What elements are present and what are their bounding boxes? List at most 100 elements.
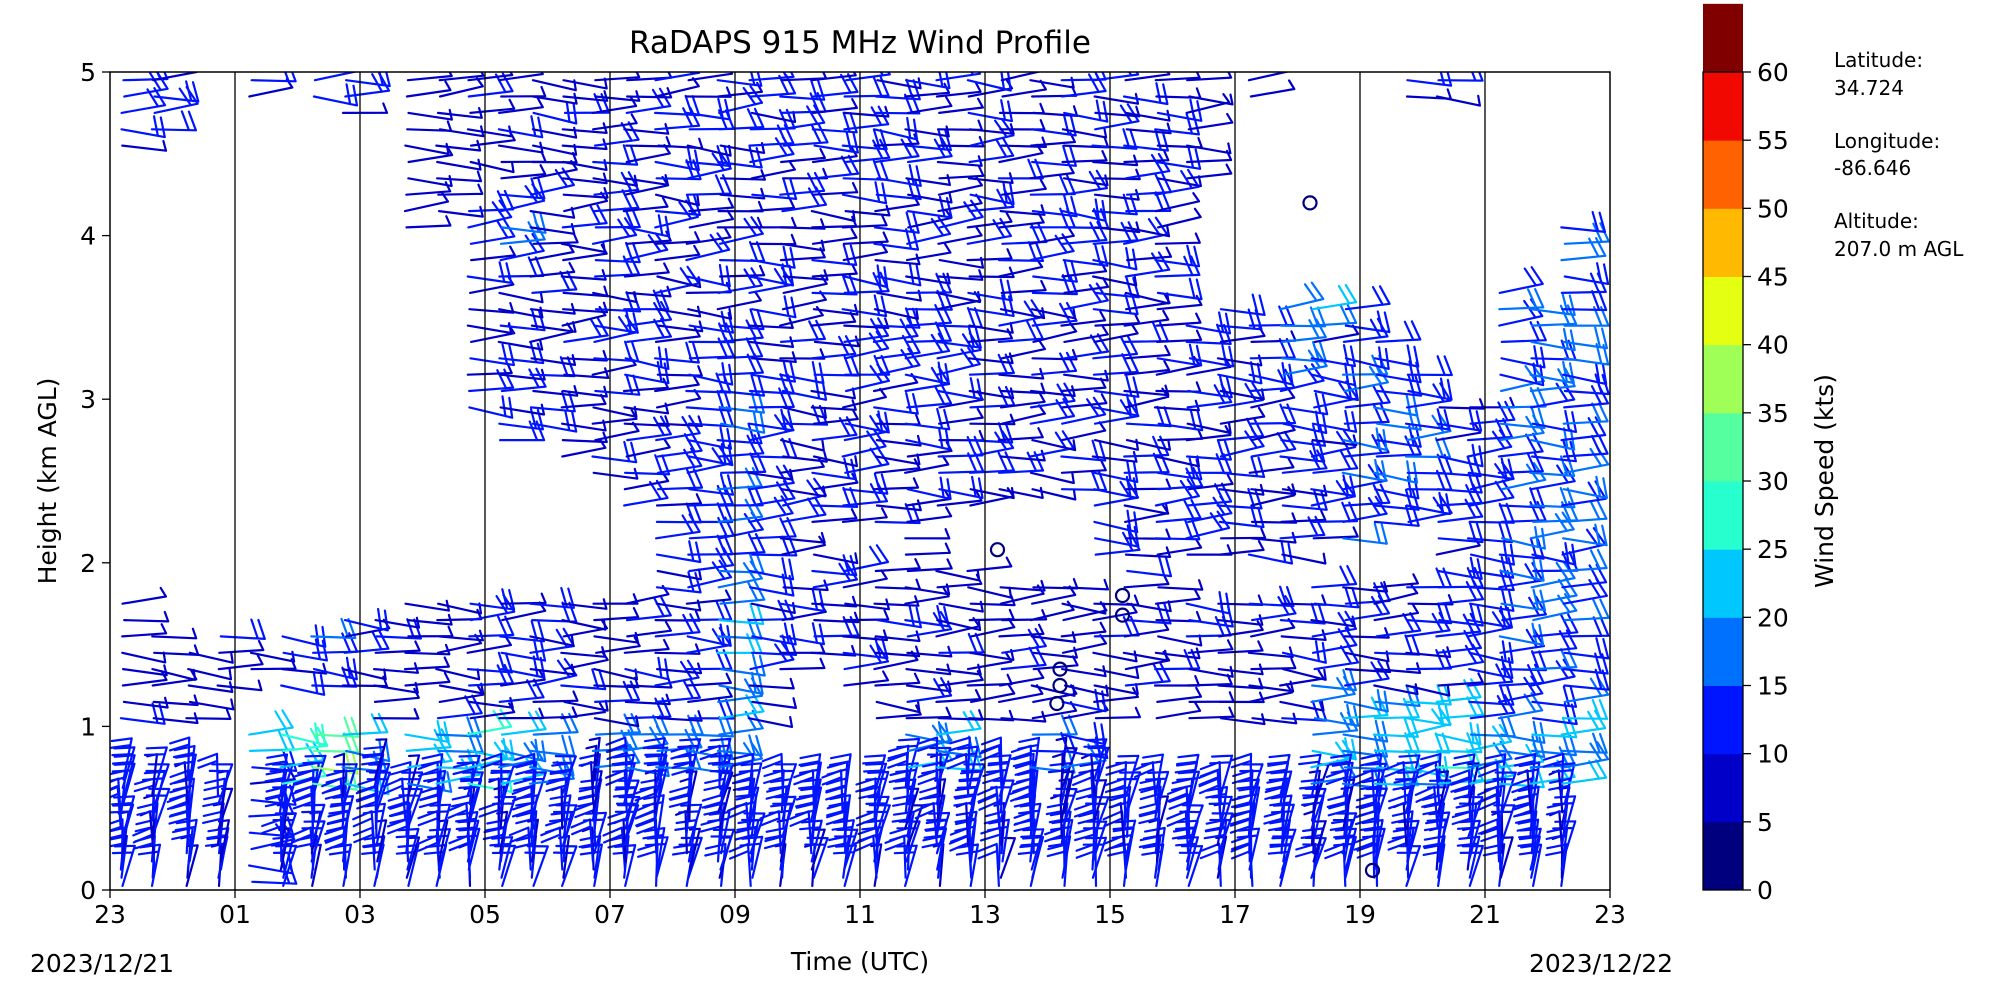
wind-barb bbox=[1342, 427, 1388, 451]
wind-barb bbox=[654, 244, 701, 262]
wind-barb bbox=[1219, 406, 1266, 425]
wind-barb bbox=[1467, 605, 1513, 629]
wind-barb bbox=[1500, 588, 1547, 612]
wind-barb bbox=[1029, 226, 1075, 245]
wind-barb bbox=[949, 736, 971, 781]
wind-barb bbox=[420, 753, 444, 797]
wind-barb bbox=[637, 842, 659, 887]
wind-barb bbox=[812, 561, 858, 589]
wind-barb bbox=[1124, 360, 1171, 376]
wind-barb bbox=[1188, 706, 1235, 720]
wind-barb bbox=[407, 754, 421, 797]
wind-barb bbox=[1563, 262, 1610, 285]
colorbar-tick-label: 0 bbox=[1757, 876, 1773, 905]
wind-barb bbox=[1437, 672, 1484, 687]
wind-barb bbox=[625, 285, 672, 298]
wind-barb bbox=[467, 72, 514, 82]
wind-barb bbox=[1247, 541, 1294, 565]
wind-barb bbox=[500, 164, 547, 180]
wind-barb bbox=[873, 392, 919, 415]
wind-barb bbox=[1155, 192, 1201, 213]
wind-barb bbox=[968, 387, 1015, 400]
wind-barbs bbox=[110, 72, 1610, 887]
colorbar-segment bbox=[1703, 276, 1743, 346]
wind-barb bbox=[1188, 665, 1234, 678]
wind-barb bbox=[844, 410, 890, 434]
wind-barb bbox=[1312, 449, 1359, 474]
wind-barb bbox=[592, 113, 638, 131]
wind-barb bbox=[1155, 499, 1202, 523]
wind-barb bbox=[466, 362, 513, 376]
colorbar-tick-label: 15 bbox=[1757, 672, 1789, 701]
wind-barb bbox=[498, 678, 545, 703]
wind-barb bbox=[1219, 428, 1265, 458]
wind-barb bbox=[1466, 417, 1513, 442]
wind-barb bbox=[1532, 702, 1578, 726]
wind-barb bbox=[1561, 759, 1608, 785]
wind-barb bbox=[497, 338, 544, 351]
wind-barb bbox=[623, 174, 669, 186]
wind-barb bbox=[153, 644, 200, 656]
calm-marker bbox=[1052, 661, 1068, 677]
x-tick-label: 07 bbox=[594, 900, 626, 929]
wind-barb bbox=[172, 745, 196, 789]
wind-barb bbox=[436, 158, 482, 171]
wind-barb bbox=[1498, 288, 1545, 311]
wind-barb bbox=[1153, 399, 1200, 412]
wind-barb bbox=[655, 571, 702, 594]
wind-barb bbox=[655, 493, 703, 507]
wind-barb bbox=[716, 72, 763, 87]
wind-barb bbox=[498, 256, 545, 278]
wind-barb bbox=[1060, 72, 1107, 98]
wind-barb bbox=[1122, 649, 1169, 662]
wind-barb bbox=[812, 182, 859, 196]
wind-barb bbox=[1060, 310, 1107, 327]
wind-barb bbox=[685, 589, 732, 605]
calm-marker bbox=[1049, 695, 1065, 712]
wind-barb bbox=[625, 596, 672, 622]
wind-barb bbox=[1032, 655, 1079, 671]
wind-barb bbox=[1251, 595, 1297, 622]
wind-barb bbox=[874, 334, 921, 360]
wind-barb bbox=[499, 177, 546, 200]
wind-barb bbox=[1061, 747, 1078, 789]
wind-barb bbox=[1029, 471, 1075, 485]
wind-barb bbox=[1343, 627, 1390, 639]
wind-barb bbox=[937, 225, 983, 245]
wind-barb bbox=[935, 569, 981, 582]
wind-barb bbox=[685, 97, 731, 121]
wind-barb bbox=[966, 248, 1013, 262]
wind-barb bbox=[1562, 475, 1608, 499]
colorbar-tick-label: 60 bbox=[1757, 58, 1789, 87]
wind-barb bbox=[780, 439, 825, 452]
wind-barb bbox=[1312, 526, 1359, 540]
wind-barb bbox=[593, 607, 640, 622]
wind-barb bbox=[529, 634, 575, 647]
wind-barb bbox=[844, 204, 891, 217]
wind-barb bbox=[904, 361, 950, 385]
wind-barb bbox=[623, 262, 670, 278]
wind-barb bbox=[1199, 842, 1222, 887]
wind-barb bbox=[812, 455, 858, 468]
colorbar-segment bbox=[1703, 208, 1743, 277]
wind-barb bbox=[779, 305, 824, 327]
wind-barb bbox=[1308, 769, 1321, 814]
wind-barb bbox=[374, 616, 421, 629]
wind-barb bbox=[876, 164, 922, 187]
wind-barb bbox=[593, 311, 639, 334]
colorbar-segment bbox=[1703, 140, 1743, 209]
wind-barb bbox=[1343, 689, 1389, 713]
wind-barb bbox=[936, 326, 982, 349]
wind-barb bbox=[1373, 683, 1419, 696]
wind-barb bbox=[1122, 82, 1169, 106]
wind-barb bbox=[1000, 72, 1043, 82]
wind-barb bbox=[1217, 361, 1263, 385]
wind-barb bbox=[1406, 602, 1453, 625]
wind-barb bbox=[875, 700, 921, 714]
wind-barb bbox=[720, 410, 766, 434]
wind-barb bbox=[655, 388, 702, 409]
wind-barb bbox=[1061, 393, 1108, 409]
wind-barb bbox=[1124, 344, 1171, 360]
wind-barb bbox=[1498, 298, 1544, 327]
wind-barb bbox=[150, 110, 197, 132]
